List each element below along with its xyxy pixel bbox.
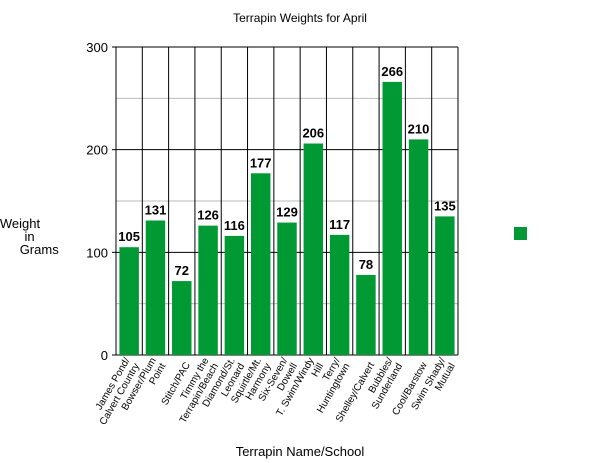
- bar: [172, 281, 192, 355]
- value-label: 72: [175, 263, 189, 278]
- value-label: 177: [250, 155, 272, 170]
- bar: [250, 173, 271, 355]
- value-label: 206: [302, 126, 324, 141]
- value-label: 131: [145, 203, 167, 218]
- bar: [329, 234, 350, 355]
- value-label: 266: [381, 64, 403, 79]
- bar: [145, 220, 166, 355]
- chart-title: Terrapin Weights for April: [233, 11, 367, 25]
- value-label: 129: [276, 205, 298, 220]
- value-label: 116: [224, 218, 245, 233]
- y-tick-label: 0: [101, 348, 108, 363]
- y-tick-label: 100: [86, 245, 108, 260]
- value-label: 117: [329, 217, 350, 232]
- bar: [382, 81, 402, 355]
- y-tick-label: 200: [86, 143, 108, 158]
- value-label: 78: [359, 257, 373, 272]
- y-axis-title: Weight in Grams: [0, 216, 59, 257]
- value-label: 210: [408, 121, 430, 136]
- bar: [408, 139, 429, 355]
- bar: [198, 225, 218, 355]
- value-label: 135: [434, 198, 456, 213]
- bar: [224, 235, 245, 355]
- x-axis-title: Terrapin Name/School: [236, 444, 365, 459]
- bar: [277, 222, 297, 355]
- value-label: 105: [118, 229, 140, 244]
- legend-swatch: [514, 227, 527, 240]
- bar: [435, 216, 455, 355]
- bar: [303, 143, 324, 355]
- bar: [119, 247, 139, 355]
- bar: [356, 274, 376, 355]
- y-tick-label: 300: [86, 40, 108, 55]
- value-label: 126: [197, 208, 219, 223]
